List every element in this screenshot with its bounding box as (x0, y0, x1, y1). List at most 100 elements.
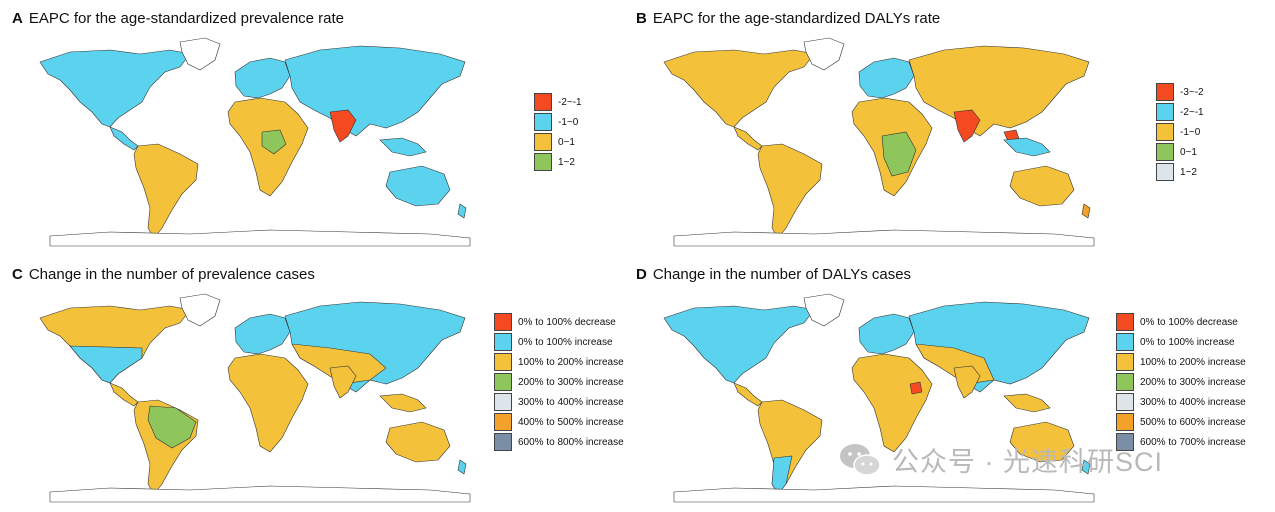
asia-region (284, 45, 466, 137)
legend-swatch (494, 313, 512, 331)
asia-region (908, 45, 1090, 137)
antarctica-region (673, 485, 1095, 503)
legend-label: 100% to 200% increase (1140, 356, 1246, 368)
legend-item: -2~-1 (1156, 102, 1204, 122)
south-america-region (757, 143, 823, 239)
legend-swatch (1116, 333, 1134, 351)
legend-label: 200% to 300% increase (518, 376, 624, 388)
legend-swatch (494, 433, 512, 451)
legend-swatch (534, 153, 552, 171)
africa-green-region (261, 129, 287, 155)
south-america-region (757, 399, 823, 495)
india-region (953, 109, 981, 143)
panel-letter: B (636, 10, 647, 27)
east-africa-red-region (909, 381, 923, 395)
panel-title: B EAPC for the age-standardized DALYs rat… (636, 10, 940, 27)
southeast-asia-region (1003, 137, 1051, 157)
legend-label: -1~0 (1180, 126, 1201, 138)
legend-label: 200% to 300% increase (1140, 376, 1246, 388)
southeast-asia-region (1003, 393, 1051, 413)
legend-item: 600% to 800% increase (494, 432, 624, 452)
legend-swatch (534, 133, 552, 151)
legend-label: 0% to 100% increase (518, 336, 613, 348)
legend-label: 0% to 100% decrease (518, 316, 616, 328)
middle-asia-region (291, 343, 387, 385)
panel-title-text: Change in the number of prevalence cases (28, 266, 315, 283)
legend-swatch (1156, 103, 1174, 121)
new-zealand-region (1081, 459, 1091, 475)
new-zealand-region (457, 459, 467, 475)
antarctica-region (49, 485, 471, 503)
panel-title: D Change in the number of DALYs cases (636, 266, 911, 283)
world-map (39, 37, 471, 247)
legend-item: 0% to 100% decrease (1116, 312, 1246, 332)
panel-title: A EAPC for the age-standardized prevalenc… (12, 10, 344, 27)
world-map (663, 37, 1095, 247)
india-region (953, 365, 981, 399)
central-america-region (733, 126, 763, 151)
legend: 0% to 100% decrease 0% to 100% increase … (1116, 312, 1246, 452)
legend-label: 400% to 500% increase (518, 416, 624, 428)
legend-swatch (1116, 313, 1134, 331)
new-zealand-region (1081, 203, 1091, 219)
world-map (663, 293, 1095, 503)
central-america-region (109, 126, 139, 151)
legend-label: 500% to 600% increase (1140, 416, 1246, 428)
legend-item: 0~1 (1156, 142, 1204, 162)
legend-label: 300% to 400% increase (1140, 396, 1246, 408)
legend-item: 100% to 200% increase (494, 352, 624, 372)
legend-swatch (494, 413, 512, 431)
legend-item: 1~2 (1156, 162, 1204, 182)
antarctica-region (49, 229, 471, 247)
legend-item: 500% to 600% increase (1116, 412, 1246, 432)
central-america-region (733, 382, 763, 407)
europe-region (234, 313, 291, 355)
legend-swatch (534, 93, 552, 111)
legend-item: -1~0 (1156, 122, 1204, 142)
africa-region (851, 353, 933, 453)
india-region (329, 365, 357, 399)
legend-item: -2~-1 (534, 92, 582, 112)
legend-swatch (1156, 123, 1174, 141)
legend-item: 600% to 700% increase (1116, 432, 1246, 452)
legend-label: 0% to 100% increase (1140, 336, 1235, 348)
wechat-icon (840, 443, 881, 476)
panel-a: A EAPC for the age-standardized prevalenc… (0, 0, 620, 250)
legend-swatch (1116, 413, 1134, 431)
panel-title: C Change in the number of prevalence case… (12, 266, 315, 283)
legend-item: 400% to 500% increase (494, 412, 624, 432)
north-america-region (663, 305, 815, 384)
legend-item: 0% to 100% increase (1116, 332, 1246, 352)
legend-swatch (1156, 163, 1174, 181)
panel-d: D Change in the number of DALYs cases 0% … (624, 256, 1246, 506)
southeast-asia-region (379, 393, 427, 413)
legend-item: -3~-2 (1156, 82, 1204, 102)
legend-item: 1~2 (534, 152, 582, 172)
europe-region (234, 57, 291, 99)
legend-swatch (1116, 393, 1134, 411)
legend-label: 600% to 800% increase (518, 436, 624, 448)
watermark-text: 公众号 · 光速科研SCI (892, 447, 1164, 477)
legend: -3~-2 -2~-1 -1~0 0~1 1~2 (1156, 82, 1204, 182)
legend-label: -1~0 (558, 116, 579, 128)
brazil-region (147, 405, 197, 449)
watermark: 公众号 · 光速科研SCI (838, 440, 1163, 479)
central-america-region (109, 382, 139, 407)
panel-letter: C (12, 266, 23, 283)
legend-label: -2~-1 (558, 96, 582, 108)
africa-green-region (881, 131, 917, 177)
legend-item: -1~0 (534, 112, 582, 132)
legend-label: 0~1 (558, 136, 575, 148)
panel-title-text: Change in the number of DALYs cases (652, 266, 912, 283)
panel-title-text: EAPC for the age-standardized prevalence… (28, 10, 345, 27)
panel-c: C Change in the number of prevalence case… (0, 256, 624, 506)
legend: 0% to 100% decrease 0% to 100% increase … (494, 312, 624, 452)
panel-letter: A (12, 10, 23, 27)
greenland-region (803, 37, 845, 71)
legend-label: -2~-1 (1180, 106, 1204, 118)
legend-swatch (1116, 373, 1134, 391)
usa-region (69, 345, 143, 384)
antarctica-region (673, 229, 1095, 247)
southeast-asia-region (379, 137, 427, 157)
greenland-region (179, 293, 221, 327)
